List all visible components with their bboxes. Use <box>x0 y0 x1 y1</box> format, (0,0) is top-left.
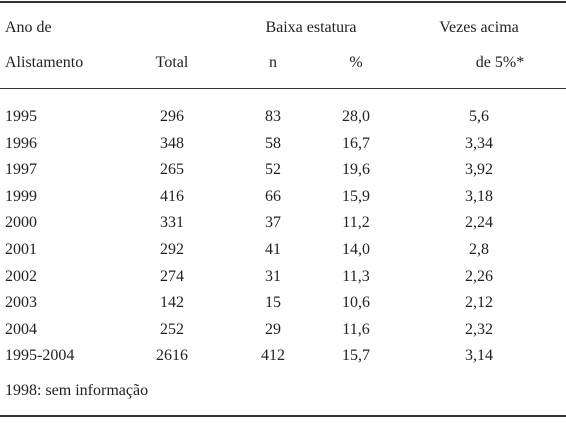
table-cell: 348 <box>160 134 184 152</box>
table-cell: 10,6 <box>342 294 370 312</box>
table-cell: 2,26 <box>465 267 493 285</box>
table-cell: 296 <box>160 108 184 125</box>
table-cell: 28,0 <box>342 108 370 125</box>
table-cell: 412 <box>261 347 285 365</box>
table-cell: 11,6 <box>342 320 370 338</box>
table-cell: 66 <box>265 187 281 205</box>
table-cell: 2,32 <box>465 320 493 338</box>
table-cell: 15 <box>265 294 281 312</box>
top-rule <box>0 1 566 3</box>
table-cell: 2002 <box>5 267 37 285</box>
table-cell: 52 <box>265 161 281 179</box>
table-cell: 274 <box>160 267 184 285</box>
table-cell: 331 <box>160 214 184 232</box>
table-cell: 11,3 <box>342 267 370 285</box>
header-cell: Baixa estatura <box>265 19 357 36</box>
footnote: 1998: sem informação <box>5 382 149 399</box>
table-cell: 3,92 <box>465 161 493 179</box>
table-cell: 1995 <box>5 108 37 125</box>
table-cell: 15,9 <box>342 187 370 205</box>
table-cell: 252 <box>160 320 184 338</box>
table-cell: 11,2 <box>342 214 370 232</box>
table-cell: 58 <box>265 134 281 152</box>
header-cell: Vezes acima <box>439 19 519 36</box>
table-cell: 16,7 <box>342 134 370 152</box>
header-cell: % <box>349 54 363 71</box>
header-cell: Ano de <box>5 19 52 36</box>
table-cell: 14,0 <box>342 241 370 258</box>
table-cell: 265 <box>160 161 184 179</box>
header-cell: Total <box>155 54 189 71</box>
table-cell: 19,6 <box>342 161 370 179</box>
table-cell: 1995-2004 <box>5 347 75 365</box>
table-cell: 29 <box>265 320 281 338</box>
table-cell: 142 <box>160 294 184 312</box>
table-cell: 37 <box>265 214 281 232</box>
table-cell: 5,6 <box>469 108 489 125</box>
table-cell: 31 <box>265 267 281 285</box>
table-cell: 3,18 <box>465 187 493 205</box>
table-cell: 83 <box>265 108 281 125</box>
table-cell: 3,14 <box>465 347 493 365</box>
bottom-rule <box>0 415 566 417</box>
header-cell: n <box>269 54 277 71</box>
table-cell: 1997 <box>5 161 37 179</box>
table-cell: 2616 <box>156 347 188 365</box>
table-cell: 41 <box>265 241 281 258</box>
header-cell: de 5%* <box>475 54 525 71</box>
table-cell: 2,12 <box>465 294 493 312</box>
table-cell: 2003 <box>5 294 37 312</box>
table-cell: 292 <box>160 241 184 258</box>
header-rule <box>0 88 566 89</box>
table-cell: 2001 <box>5 241 37 258</box>
table-cell: 2,8 <box>469 241 489 258</box>
table-cell: 15,7 <box>342 347 370 365</box>
table-cell: 2000 <box>5 214 37 232</box>
table-cell: 416 <box>160 187 184 205</box>
table-cell: 2004 <box>5 320 37 338</box>
table-cell: 3,34 <box>465 134 493 152</box>
header-cell: Alistamento <box>5 54 84 71</box>
table-cell: 2,24 <box>465 214 493 232</box>
table-cell: 1996 <box>5 134 37 152</box>
table-cell: 1999 <box>5 187 37 205</box>
